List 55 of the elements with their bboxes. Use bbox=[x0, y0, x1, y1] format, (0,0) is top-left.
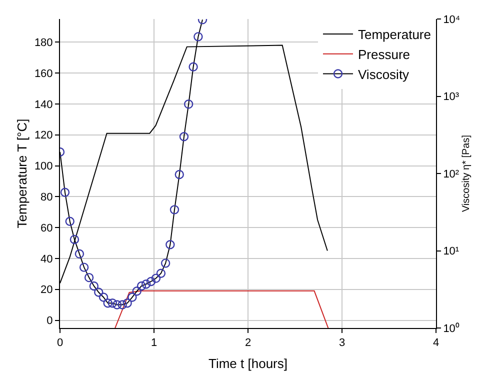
x-tick-label: 2 bbox=[244, 337, 252, 350]
x-axis-title: Time t [hours] bbox=[208, 356, 288, 371]
y2-tick-label: 10⁴ bbox=[443, 14, 460, 26]
point bbox=[156, 268, 166, 278]
y2-tick-label: 10³ bbox=[443, 91, 460, 104]
y-tick-label: 100 bbox=[34, 160, 53, 173]
point bbox=[160, 258, 170, 268]
point bbox=[98, 292, 108, 302]
point bbox=[166, 240, 175, 250]
y2-tick-label: 10⁰ bbox=[443, 322, 460, 335]
point bbox=[94, 288, 104, 297]
point bbox=[142, 280, 151, 289]
y-tick-label: 0 bbox=[46, 315, 53, 328]
y2-tick-label: 10² bbox=[443, 168, 460, 180]
x-tick-label: 4 bbox=[432, 337, 440, 350]
legend-label: Viscosity bbox=[358, 66, 410, 82]
y-tick-label: 40 bbox=[40, 253, 53, 266]
x-tick-label: 1 bbox=[150, 337, 158, 350]
point bbox=[70, 234, 80, 244]
point bbox=[89, 281, 99, 291]
point bbox=[65, 216, 74, 226]
legend-label: Pressure bbox=[358, 46, 410, 62]
point bbox=[194, 32, 203, 42]
point bbox=[179, 132, 189, 142]
point bbox=[108, 298, 118, 308]
point bbox=[146, 276, 156, 286]
point bbox=[118, 300, 127, 310]
point bbox=[132, 286, 142, 296]
y-tick-label: 120 bbox=[34, 130, 53, 142]
point bbox=[122, 298, 132, 308]
y-tick-label: 60 bbox=[40, 222, 53, 234]
point bbox=[136, 281, 146, 291]
y-tick-label: 20 bbox=[40, 284, 53, 296]
y-tick-label: 160 bbox=[34, 68, 53, 80]
y-tick-label: 140 bbox=[34, 98, 53, 111]
point bbox=[151, 274, 161, 283]
point bbox=[112, 300, 122, 310]
point bbox=[170, 205, 180, 214]
y2-tick-label: 10¹ bbox=[443, 246, 460, 258]
point bbox=[79, 262, 89, 272]
legend-label: Temperature bbox=[358, 27, 431, 42]
point bbox=[74, 249, 84, 259]
y2-axis-title: Viscosity η* [Pas] bbox=[460, 134, 472, 212]
point bbox=[188, 62, 198, 72]
point bbox=[184, 100, 194, 109]
y-axis-title: Temperature T [°C] bbox=[14, 118, 30, 228]
point bbox=[174, 170, 184, 180]
point bbox=[84, 272, 94, 282]
y-tick-label: 80 bbox=[40, 192, 53, 204]
point bbox=[103, 298, 112, 308]
y-tick-label: 180 bbox=[34, 37, 53, 50]
point bbox=[60, 188, 70, 197]
point bbox=[128, 292, 137, 302]
x-tick-label: 0 bbox=[56, 337, 64, 350]
x-tick-label: 3 bbox=[338, 337, 346, 350]
